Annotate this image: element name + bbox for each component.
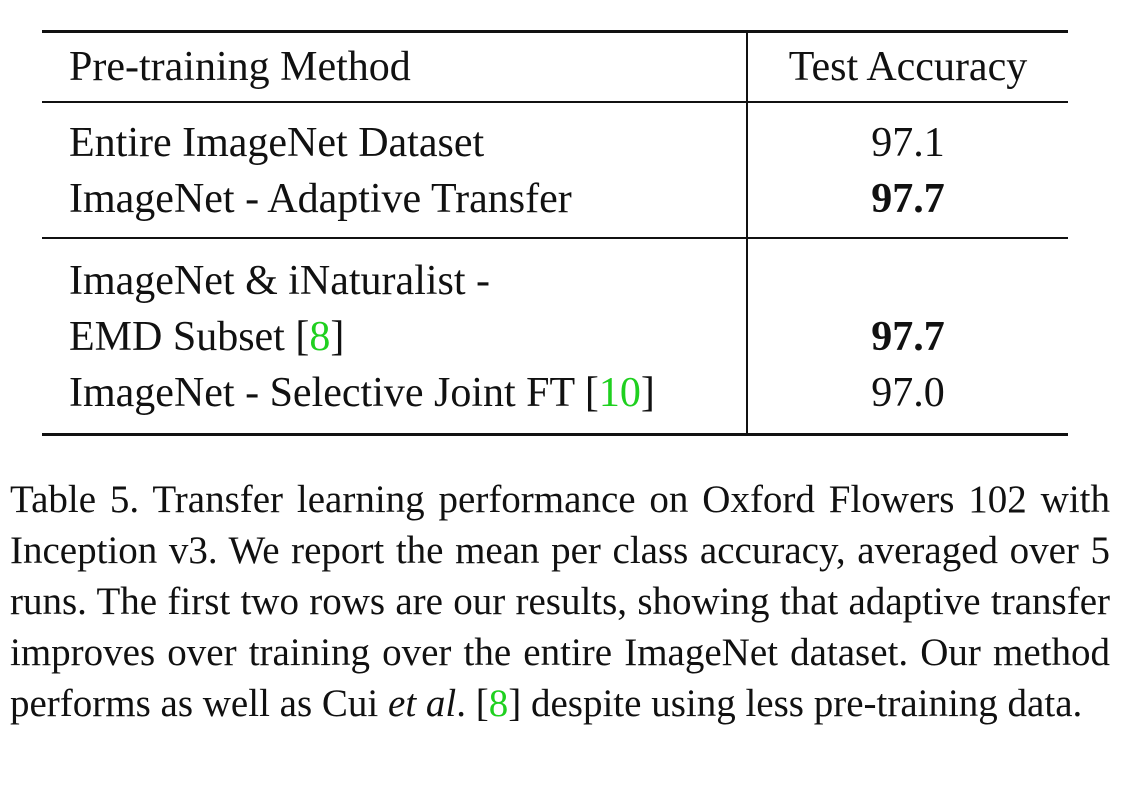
row-method: ImageNet - Adaptive Transfer [69,176,572,222]
caption-etal: et al [388,682,457,725]
table-bottom-rule [42,433,1068,436]
method-text: EMD Subset [ [69,314,310,360]
header-method: Pre-training Method [69,44,411,90]
bracket-close: ] [640,370,655,416]
table-row: EMD Subset [8] 97.7 [42,309,1068,365]
citation-link[interactable]: 8 [488,682,509,725]
row-accuracy-empty [746,253,1068,309]
citation-link[interactable]: 8 [309,314,331,360]
caption-text: ] despite using less pre-training data. [508,682,1083,725]
row-accuracy: 97.7 [746,309,1068,365]
table-row: ImageNet - Selective Joint FT [10] 97.0 [42,365,1068,421]
caption-text: . [ [456,682,489,725]
caption-text: Table 5. Transfer learning performance o… [10,478,1110,725]
row-method: Entire ImageNet Dataset [69,120,485,166]
method-text: ImageNet - Selective Joint FT [ [69,370,599,416]
table-row: ImageNet & iNaturalist - [42,253,1068,309]
row-accuracy: 97.0 [746,365,1068,421]
group-rule [42,237,1068,239]
header-accuracy: Test Accuracy [746,33,1068,101]
row-method: ImageNet & iNaturalist - [69,258,491,304]
bracket-close: ] [330,314,345,360]
table-top-rule [42,30,1068,33]
table-header-row: Pre-training Method Test Accuracy [42,33,1068,101]
table-row: Entire ImageNet Dataset 97.1 [42,115,1068,171]
table-row: ImageNet - Adaptive Transfer 97.7 [42,171,1068,227]
row-method: EMD Subset [8] [42,309,746,365]
row-accuracy: 97.7 [746,171,1068,227]
citation-link[interactable]: 10 [598,370,641,416]
row-method: ImageNet - Selective Joint FT [10] [42,365,746,421]
table-caption: Table 5. Transfer learning performance o… [10,474,1110,729]
header-rule [42,101,1068,103]
row-accuracy: 97.1 [746,115,1068,171]
results-table: Pre-training Method Test Accuracy Entire… [42,30,1068,436]
